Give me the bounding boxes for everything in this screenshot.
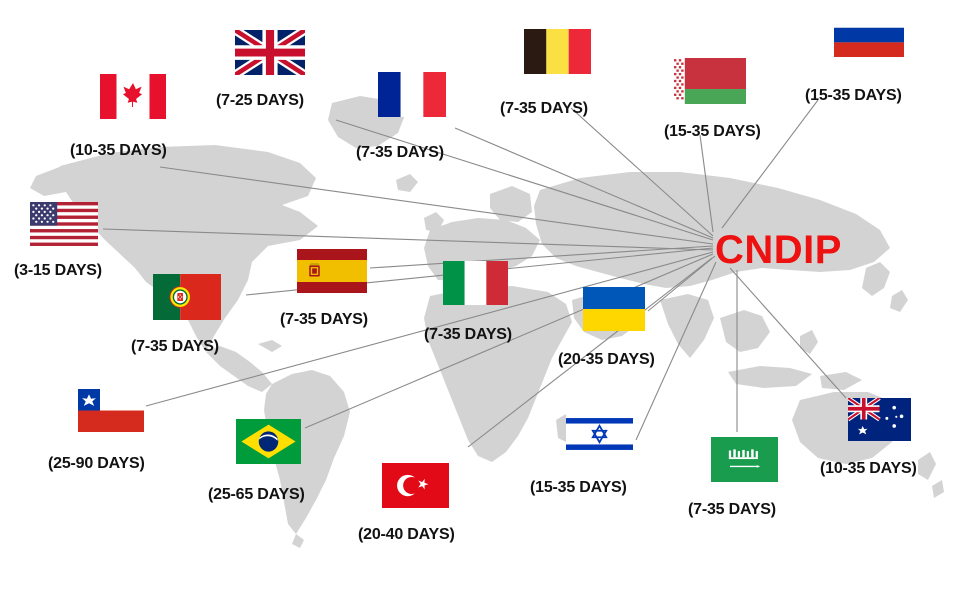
flag-turkey-icon <box>382 463 449 508</box>
delivery-time-label-belgium: (7-35 DAYS) <box>500 100 588 117</box>
flag-portugal-icon <box>153 274 221 320</box>
delivery-time-label-russia: (15-35 DAYS) <box>805 87 902 104</box>
delivery-time-label-brazil: (25-65 DAYS) <box>208 486 305 503</box>
flag-usa-icon <box>30 202 98 246</box>
delivery-time-label-uk: (7-25 DAYS) <box>216 92 304 109</box>
flag-belarus-icon <box>674 58 746 104</box>
delivery-time-label-france: (7-35 DAYS) <box>356 144 444 161</box>
delivery-time-label-ukraine: (20-35 DAYS) <box>558 351 655 368</box>
flag-ukraine-icon <box>583 287 645 331</box>
flag-chile-icon <box>78 389 144 432</box>
delivery-time-label-israel: (15-35 DAYS) <box>530 479 627 496</box>
delivery-time-label-turkey: (20-40 DAYS) <box>358 526 455 543</box>
delivery-time-label-usa: (3-15 DAYS) <box>14 262 102 279</box>
delivery-time-label-portugal: (7-35 DAYS) <box>131 338 219 355</box>
delivery-time-label-italy: (7-35 DAYS) <box>424 326 512 343</box>
flag-uk-icon <box>235 30 305 75</box>
flag-australia-icon <box>848 398 911 441</box>
delivery-time-label-canada: (10-35 DAYS) <box>70 142 167 159</box>
flag-israel-icon <box>566 412 633 456</box>
delivery-time-label-spain: (7-35 DAYS) <box>280 311 368 328</box>
flag-belgium-icon <box>524 29 591 74</box>
flag-france-icon <box>378 72 446 117</box>
flag-saudi-arabia-icon <box>711 437 778 482</box>
delivery-time-label-chile: (25-90 DAYS) <box>48 455 145 472</box>
flag-spain-icon <box>297 249 367 293</box>
hub-label-cndip: CNDIP <box>715 228 842 272</box>
delivery-time-label-saudi-arabia: (7-35 DAYS) <box>688 501 776 518</box>
delivery-time-label-australia: (10-35 DAYS) <box>820 460 917 477</box>
flag-brazil-icon <box>236 419 301 464</box>
delivery-time-label-belarus: (15-35 DAYS) <box>664 123 761 140</box>
flag-russia-icon <box>834 13 904 57</box>
flag-canada-icon <box>100 74 166 119</box>
flag-italy-icon <box>443 261 508 305</box>
